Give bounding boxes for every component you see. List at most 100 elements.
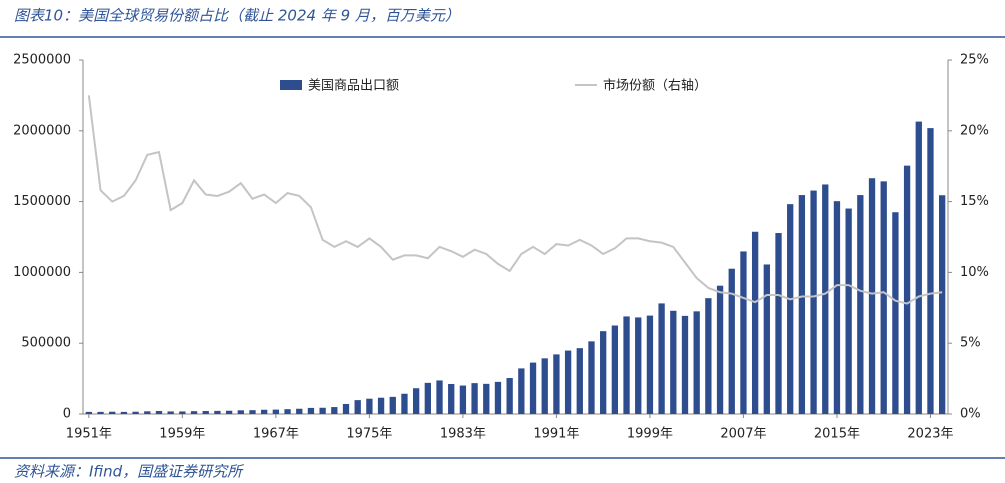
bar: [845, 208, 852, 414]
bar: [214, 410, 221, 414]
bar: [857, 195, 864, 414]
line: [87, 95, 943, 305]
bar: [331, 407, 338, 414]
x-tick-label: 2023年: [907, 427, 953, 442]
source: 资料来源：Ifind，国盛证券研究所: [14, 463, 244, 481]
bar: [810, 190, 817, 414]
bar: [553, 354, 560, 414]
bar: [880, 181, 887, 414]
bar: [202, 411, 209, 414]
bar: [342, 403, 350, 414]
bar: [483, 383, 490, 414]
bar: [389, 396, 396, 414]
bar: [623, 316, 630, 414]
bar: [868, 178, 876, 414]
bar: [635, 317, 642, 414]
bar: [588, 341, 595, 414]
bar: [693, 311, 700, 414]
x-tick-label: 1967年: [253, 427, 299, 442]
y-tick-label: 2500000: [13, 53, 71, 68]
bar: [705, 298, 712, 414]
bar: [740, 251, 747, 414]
bar: [249, 410, 256, 414]
y2-tick-label: 10%: [960, 265, 989, 280]
bar: [436, 380, 443, 414]
bar: [284, 409, 291, 414]
y2-tick-label: 15%: [960, 194, 989, 209]
y2-tick-label: 25%: [960, 53, 989, 68]
bar: [892, 212, 899, 414]
bar: [658, 303, 665, 414]
bar: [798, 195, 806, 414]
y-tick-label: 500000: [21, 336, 71, 351]
bar: [109, 411, 116, 414]
y-tick-label: 1500000: [13, 194, 71, 209]
bar: [787, 204, 794, 414]
bar: [120, 411, 128, 414]
bar: [401, 393, 408, 414]
bar: [775, 233, 782, 414]
bar: [938, 195, 946, 414]
bar: [144, 411, 151, 414]
legend-label: 美国商品出口额: [308, 79, 399, 94]
bar: [915, 121, 922, 414]
bar: [646, 315, 654, 414]
bar: [132, 411, 139, 414]
x-tick-label: 1999年: [627, 427, 673, 442]
x-tick-label: 1959年: [159, 427, 205, 442]
chart-title: 图表10：美国全球贸易份额占比（截止 2024 年 9 月，百万美元）: [14, 7, 460, 25]
bar: [448, 383, 455, 414]
bar: [576, 348, 583, 414]
bar: [494, 381, 502, 414]
bar: [167, 411, 174, 414]
bar: [518, 368, 525, 414]
bar: [354, 400, 361, 414]
bar: [506, 378, 513, 414]
legend-swatch: [280, 80, 302, 90]
y-tick-label: 1000000: [13, 265, 71, 280]
bar: [85, 411, 93, 414]
bar: [261, 409, 268, 414]
bar: [307, 407, 315, 414]
bar: [751, 231, 759, 414]
bar: [237, 410, 244, 414]
bar: [716, 285, 724, 414]
x-tick-label: 1975年: [346, 427, 392, 442]
bar: [763, 264, 770, 414]
bar: [600, 331, 607, 414]
bar: [272, 409, 280, 414]
bar: [529, 362, 537, 414]
bar: [564, 350, 572, 414]
bar: [459, 385, 467, 414]
bar: [927, 128, 934, 414]
x-tick-label: 1991年: [533, 427, 579, 442]
bar: [611, 325, 619, 414]
y-tick-label: 0: [63, 407, 71, 422]
bar: [681, 315, 689, 414]
bar: [296, 408, 303, 414]
y2-tick-label: 5%: [960, 336, 981, 351]
bar: [903, 165, 911, 414]
bar: [97, 411, 104, 414]
bar: [179, 411, 186, 414]
y2-tick-label: 0%: [960, 407, 981, 422]
bar: [424, 382, 431, 414]
bar: [225, 410, 233, 414]
bar: [822, 184, 829, 414]
bar: [728, 268, 735, 414]
y2-tick-label: 20%: [960, 123, 989, 138]
bar: [412, 388, 420, 414]
x-tick-label: 2007年: [720, 427, 766, 442]
bar: [377, 397, 385, 414]
bar: [319, 407, 326, 414]
bar: [366, 398, 373, 414]
bar: [541, 358, 548, 414]
bar: [471, 383, 478, 414]
x-tick-label: 1983年: [440, 427, 486, 442]
x-tick-label: 2015年: [814, 427, 860, 442]
legend-label: 市场份额（右轴）: [603, 78, 707, 94]
bar: [670, 310, 677, 414]
bar: [833, 201, 841, 414]
bar: [190, 411, 198, 414]
